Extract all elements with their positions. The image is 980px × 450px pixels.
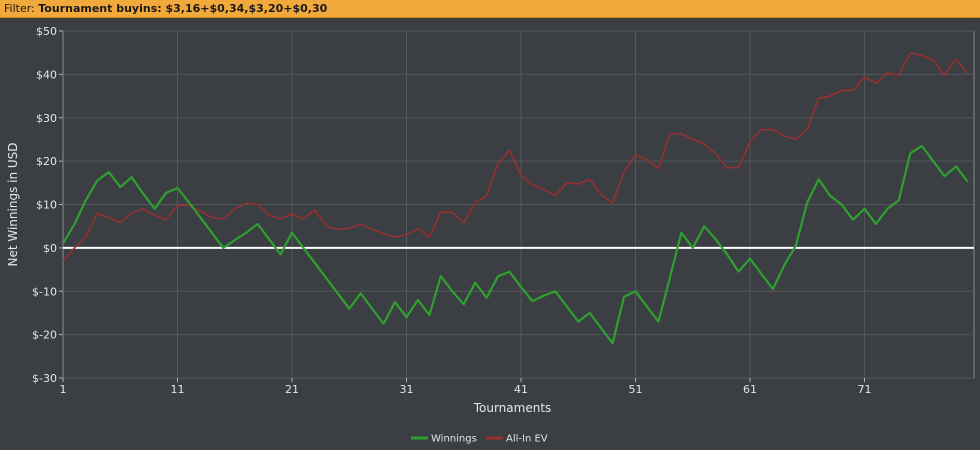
y-axis-ticks: $50 $40 $30 $20 $10 $0 $-10 $-20 $-30 — [32, 25, 63, 385]
x-tick-label: 41 — [514, 383, 528, 396]
x-tick-label: 21 — [285, 383, 299, 396]
y-tick-label: $0 — [43, 242, 57, 255]
x-axis-ticks: 1 11 21 31 41 51 61 71 — [60, 378, 872, 396]
y-tick-label: $50 — [36, 25, 57, 38]
x-tick-label: 51 — [629, 383, 643, 396]
y-tick-label: $-30 — [32, 372, 57, 385]
net-winnings-chart: $50$40$30$20$10$0$-10$-20$-30 1 11 21 31 41 5… — [0, 18, 980, 450]
x-tick-label: 61 — [743, 383, 757, 396]
y-tick-label: $-20 — [32, 329, 57, 342]
y-tick-label: $10 — [36, 199, 57, 212]
y-axis-title: Net Winnings in USD — [6, 142, 20, 266]
filter-value: Tournament buyins: $3,16+$0,34,$3,20+$0,… — [38, 2, 328, 15]
x-tick-label: 31 — [400, 383, 414, 396]
x-tick-label: 71 — [858, 383, 872, 396]
filter-label: Filter: — [4, 2, 35, 15]
filter-bar: Filter: Tournament buyins: $3,16+$0,34,$… — [0, 0, 980, 18]
legend: Winnings All-In EV — [411, 434, 548, 445]
y-tick-label: $40 — [36, 68, 57, 81]
x-tick-label: 1 — [60, 383, 67, 396]
chart-container: $50 $40 $30 $20 $10 $0 $-10 $-20 $-30 1 11 21 31 41 5… — [0, 18, 980, 450]
series-line-all-in-ev — [62, 51, 969, 262]
y-tick-label: $30 — [36, 112, 57, 125]
series-line-winnings — [62, 144, 969, 345]
y-tick-label: $20 — [36, 155, 57, 168]
y-tick-label: $-10 — [32, 285, 57, 298]
x-tick-label: 11 — [171, 383, 185, 396]
series-lines — [62, 51, 969, 345]
legend-label: All-In EV — [506, 434, 548, 445]
legend-label: Winnings — [431, 434, 477, 445]
x-axis-title: Tournaments — [473, 401, 552, 415]
